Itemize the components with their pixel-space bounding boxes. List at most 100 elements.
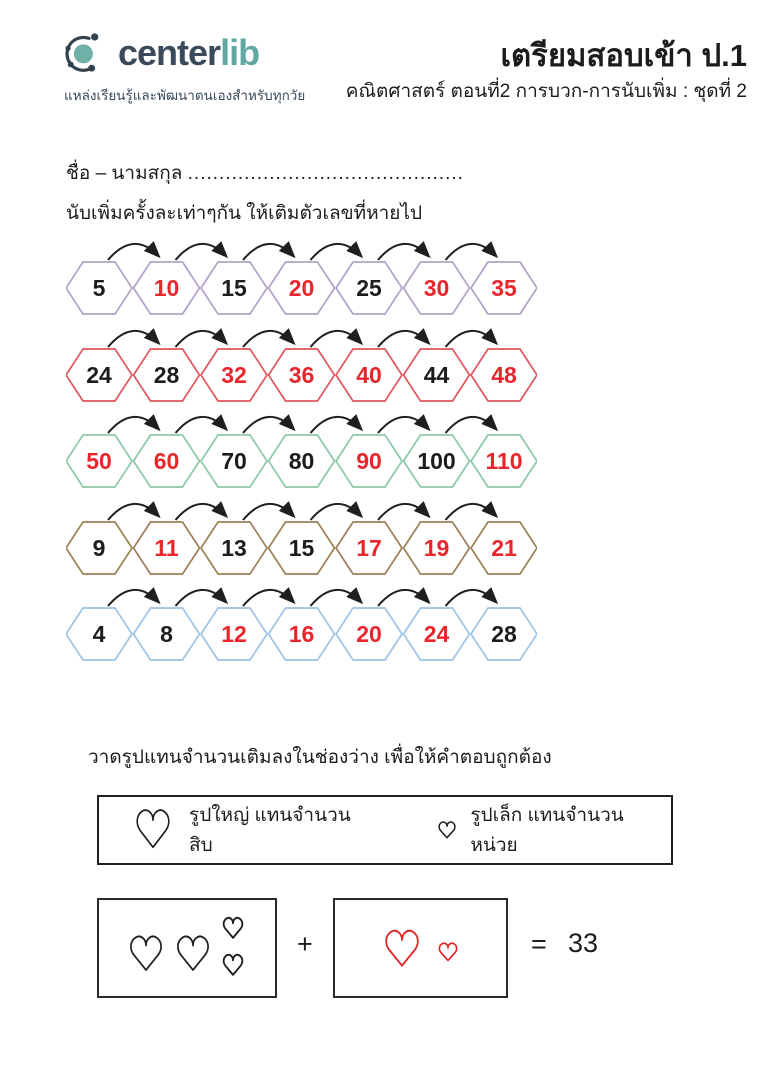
hexagon-number: 35: [491, 275, 517, 301]
small-heart-glyph: [438, 821, 457, 839]
hexagon-shape: [402, 434, 471, 488]
step-arrow: [444, 587, 499, 607]
title-block: เตรียมสอบเข้า ป.1 คณิตศาสตร์ ตอนที่2 การ…: [346, 38, 747, 106]
step-arrow: [309, 327, 364, 348]
large-heart-glyph: [385, 929, 419, 967]
hexagon-cell: 24: [66, 347, 134, 402]
hexagon-shape: [469, 520, 537, 575]
step-arrow: [242, 414, 296, 434]
hexagon-number: 36: [289, 362, 315, 388]
small-heart-label: รูปเล็ก แทนจำนวนหน่วย: [470, 805, 624, 856]
hexagon-row-5: 4 8 12 16 20 24 28: [66, 587, 537, 661]
big-heart-icon: [131, 803, 175, 855]
hexagon-shape: [66, 347, 134, 402]
hexagon-shape: [199, 347, 269, 402]
step-arrow: [444, 327, 499, 348]
hexagon-cell: 70: [199, 434, 269, 488]
hexagon-number: 21: [491, 535, 517, 561]
step-arrow: [107, 241, 161, 261]
hexagon-cell: 25: [334, 261, 404, 315]
step-arrow: [444, 500, 499, 521]
hexagon-number: 90: [356, 448, 382, 474]
hexagon-number: 50: [86, 448, 112, 474]
hexagon-cell: 13: [199, 520, 269, 575]
hexagon-number: 32: [221, 362, 247, 388]
hexagon-shape: [199, 607, 269, 661]
hexagon-shape: [267, 520, 336, 575]
hexagon-row-2: 24 28 32 36 40 44 48: [66, 327, 537, 402]
step-arrow: [242, 500, 296, 521]
hexagon-shape: [402, 261, 471, 315]
large-heart-glyph: [177, 935, 209, 971]
brand-wordmark: centerlib: [118, 32, 260, 74]
hexagon-number: 80: [289, 448, 315, 474]
step-arrow: [444, 414, 499, 434]
hexagon-number: 24: [424, 621, 450, 647]
hexagon-shape: [199, 434, 269, 488]
hexagon-number: 25: [356, 275, 382, 301]
hexagon-number: 9: [93, 535, 106, 561]
small-heart-glyph: [438, 942, 458, 962]
hexagon-number: 24: [86, 362, 112, 388]
hexagon-shape: [334, 607, 404, 661]
hexagon-number: 10: [154, 275, 180, 301]
hexagon-cell: 16: [267, 607, 336, 661]
hexagon-number: 100: [417, 448, 455, 474]
hexagon-cell: 20: [267, 261, 336, 315]
hexagon-cell: 15: [199, 261, 269, 315]
hexagon-shape: [267, 434, 336, 488]
small-heart-glyph: [222, 953, 244, 976]
step-arrow: [309, 587, 364, 607]
hexagon-cell: 21: [469, 520, 537, 575]
hexagon-cell: 60: [132, 434, 201, 488]
equals-sign: =: [531, 929, 547, 959]
big-heart-glyph: [136, 809, 170, 849]
hexagon-cell: 24: [402, 607, 471, 661]
equation-addend2-box: [333, 898, 508, 998]
page-title: เตรียมสอบเข้า ป.1: [500, 38, 747, 73]
hexagon-cell: 12: [199, 607, 269, 661]
step-arrow: [242, 327, 296, 348]
hexagon-cell: 10: [132, 261, 201, 315]
hexagon-cell: 48: [469, 347, 537, 402]
hexagon-number: 15: [221, 275, 247, 301]
legend-box: รูปใหญ่ แทนจำนวนสิบ รูปเล็ก แทนจำนวนหน่ว…: [97, 795, 673, 865]
hexagon-number: 28: [491, 621, 517, 647]
hexagon-cell: 9: [66, 520, 134, 575]
hexagon-number: 44: [424, 362, 450, 388]
hexagon-shape: [402, 607, 471, 661]
hexagon-shape: [469, 607, 537, 661]
step-arrow: [377, 500, 431, 521]
hexagon-shape: [402, 347, 471, 402]
hexagon-shape: [66, 434, 134, 488]
step-arrow: [174, 241, 229, 261]
equation-addend1-box: [97, 898, 277, 998]
hexagon-row-1: 5 10 15 20 25 30 35: [66, 241, 537, 315]
hexagon-number: 20: [289, 275, 315, 301]
hexagon-shape: [132, 607, 201, 661]
hexagon-cell: 40: [334, 347, 404, 402]
hexagon-cell: 4: [66, 607, 134, 661]
hexagon-number: 19: [424, 535, 450, 561]
hexagon-shape: [469, 434, 537, 488]
step-arrow: [309, 414, 364, 434]
step-arrow: [242, 241, 296, 261]
hexagon-cell: 100: [402, 434, 471, 488]
hexagon-cell: 5: [66, 261, 134, 315]
hexagon-shape: [334, 434, 404, 488]
small-heart-icon: [436, 819, 458, 841]
centerlib-orbit-icon: [60, 26, 112, 80]
brand-part1: center: [118, 32, 221, 73]
step-arrow: [174, 414, 229, 434]
hexagon-cell: 44: [402, 347, 471, 402]
step-arrow: [377, 241, 431, 261]
hexagon-cell: 15: [267, 520, 336, 575]
name-field-line: ชื่อ – นามสกุล .........................…: [66, 158, 464, 188]
hexagon-number: 28: [154, 362, 180, 388]
small-heart-glyph: [222, 916, 244, 939]
step-arrow: [377, 587, 431, 607]
hexagon-cell: 30: [402, 261, 471, 315]
hexagon-cell: 90: [334, 434, 404, 488]
equation-answer: 33: [568, 928, 599, 958]
